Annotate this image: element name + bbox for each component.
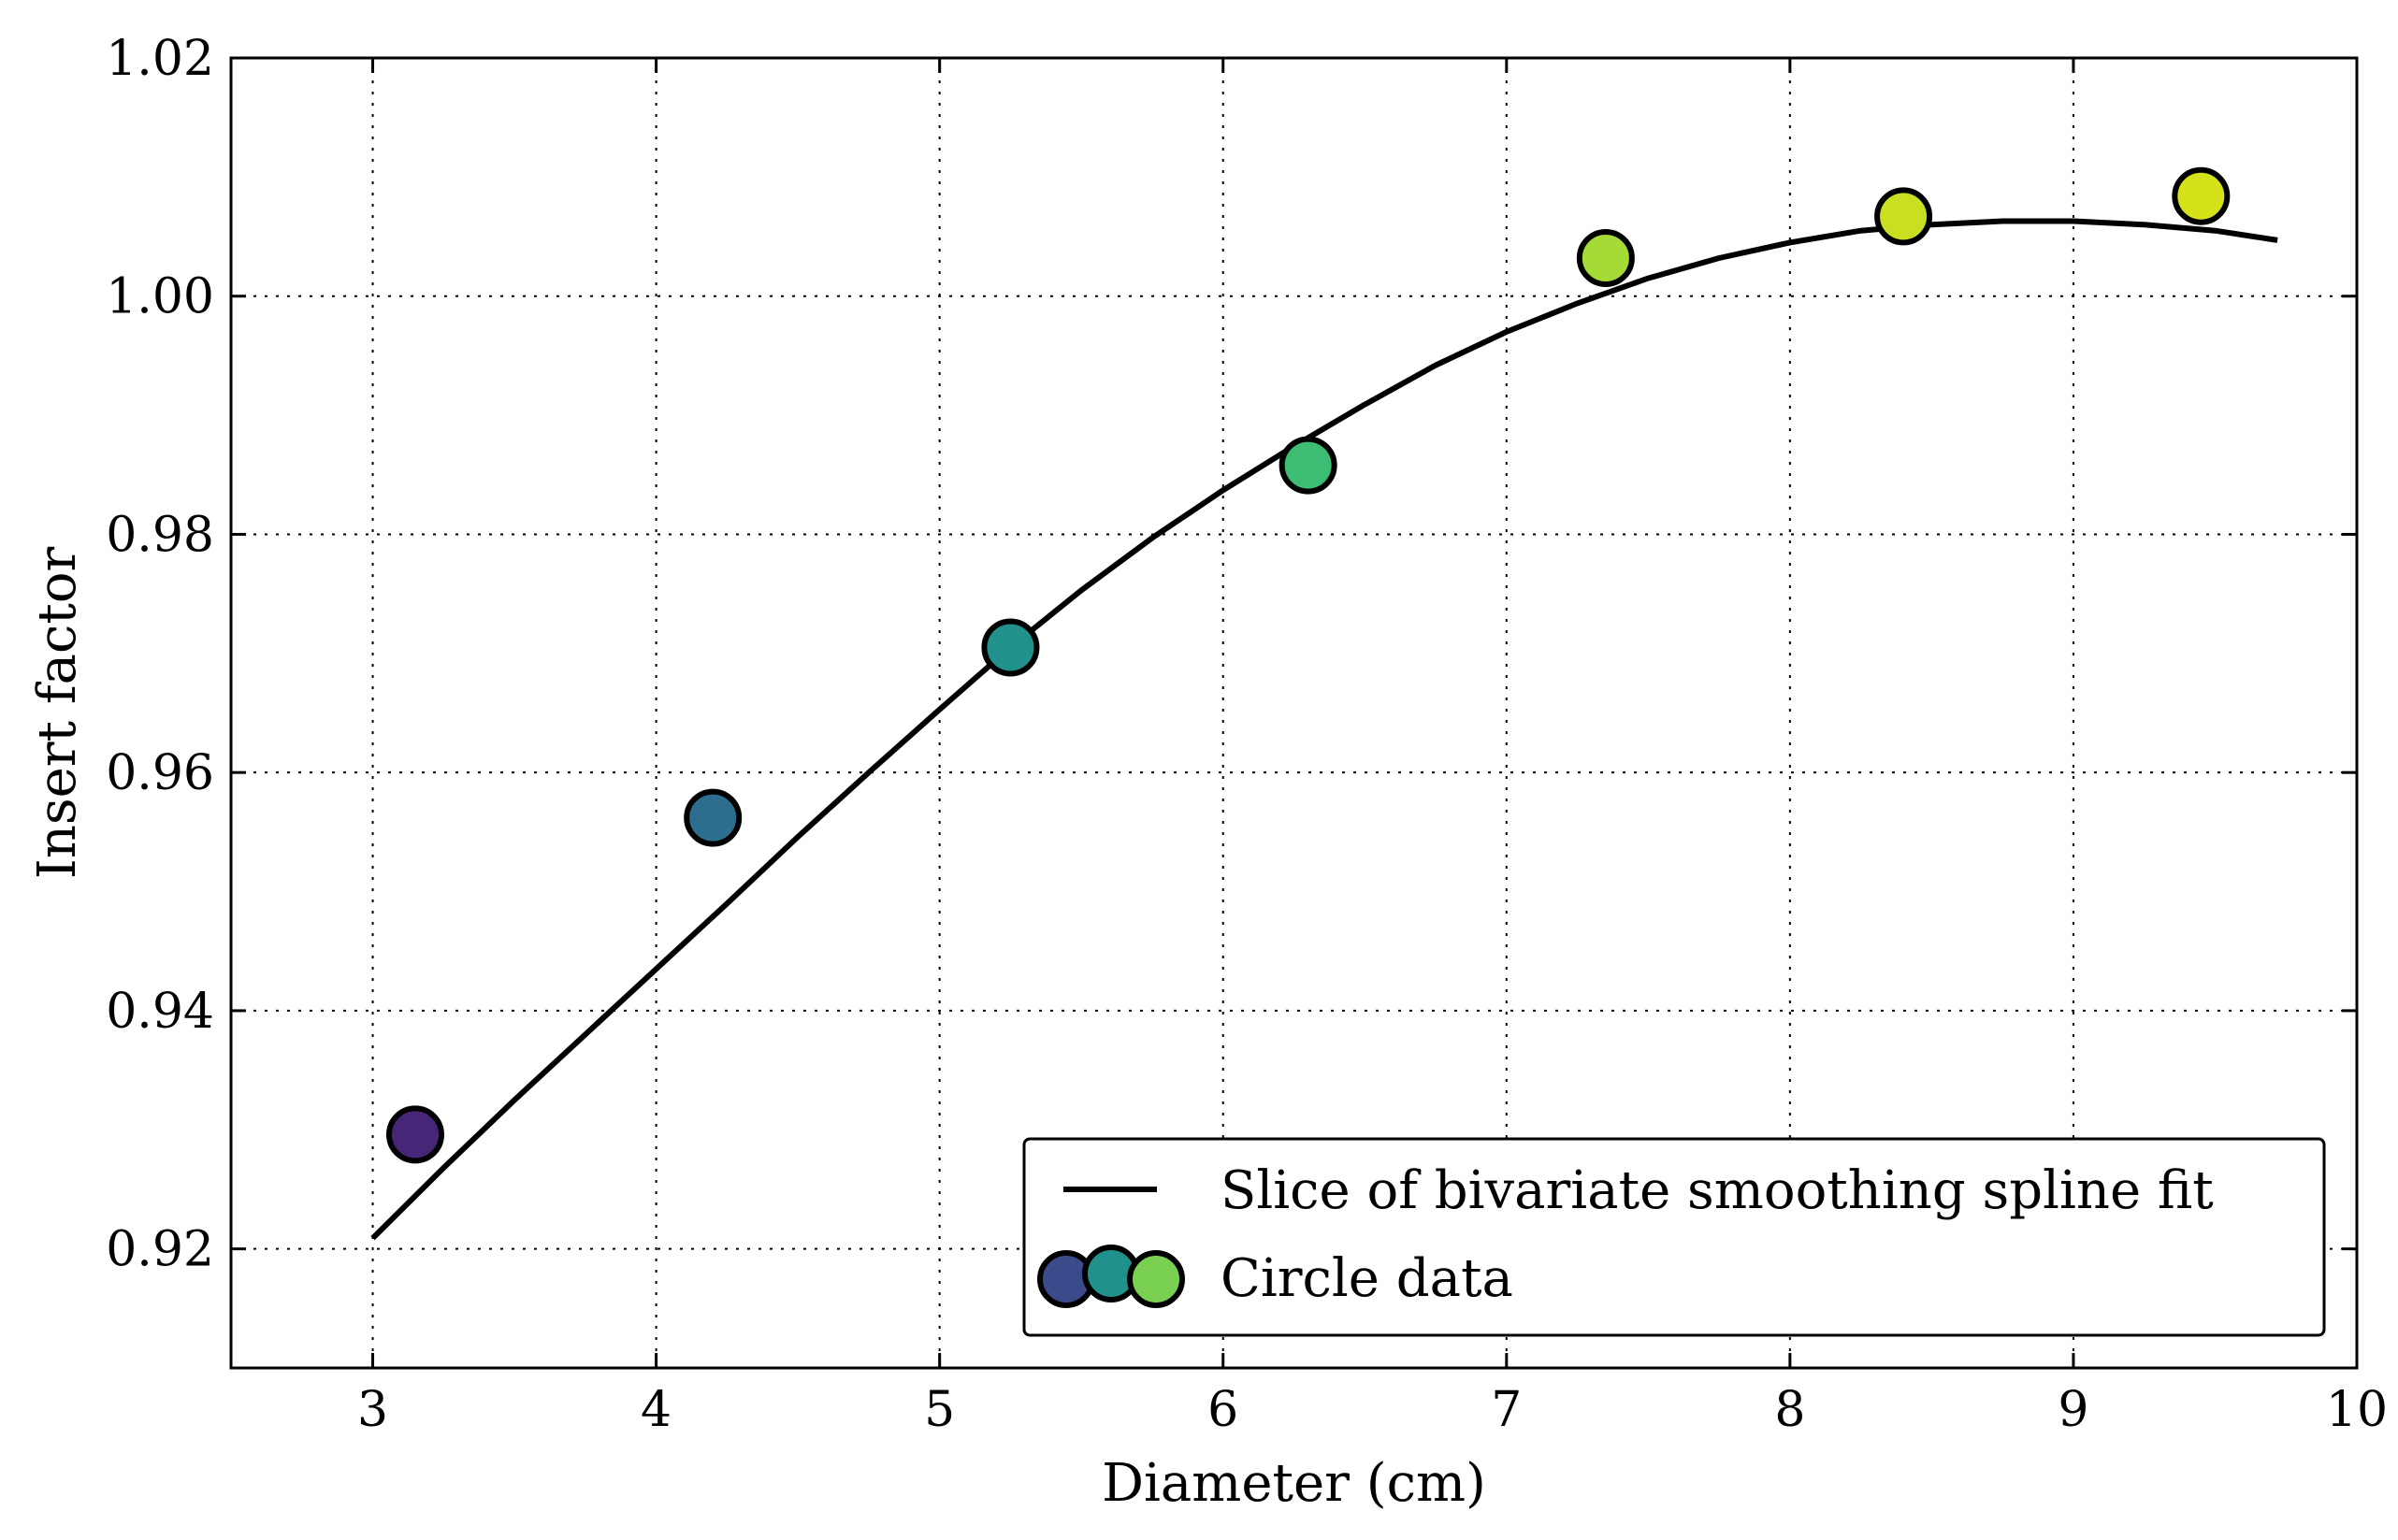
data-point xyxy=(981,618,1040,677)
y-tick-labels: 0.92 0.94 0.96 0.98 1.00 1.02 xyxy=(106,31,214,1278)
legend-marker xyxy=(1127,1250,1185,1308)
x-tick-label: 3 xyxy=(357,1382,388,1438)
data-point xyxy=(1576,228,1635,287)
x-tick-label: 9 xyxy=(2058,1382,2088,1438)
legend: Slice of bivariate smoothing spline fit … xyxy=(1022,1137,2326,1337)
y-tick-label: 1.00 xyxy=(106,269,214,325)
spline-fit-line xyxy=(370,218,2278,1241)
x-tick-label: 4 xyxy=(641,1382,672,1438)
data-point xyxy=(1278,436,1337,495)
legend-entry-spline: Slice of bivariate smoothing spline fit xyxy=(1221,1160,2214,1221)
y-tick-label: 0.96 xyxy=(106,745,214,801)
x-tick-label: 6 xyxy=(1207,1382,1238,1438)
y-axis-label: Insert factor xyxy=(27,546,88,879)
y-tick-label: 0.98 xyxy=(106,507,214,563)
data-point xyxy=(2172,166,2231,225)
y-tick-label: 0.94 xyxy=(106,984,214,1040)
plot-frame xyxy=(229,56,2359,1370)
x-tick-label: 8 xyxy=(1774,1382,1805,1438)
x-axis-label: Diameter (cm) xyxy=(1102,1453,1486,1514)
plot-content xyxy=(370,166,2278,1241)
data-point xyxy=(385,1105,444,1164)
data-point xyxy=(1874,187,1933,246)
circle-data-points xyxy=(385,166,2231,1164)
y-tick-label: 0.92 xyxy=(106,1222,214,1278)
legend-circle-markers xyxy=(1037,1245,1185,1308)
x-tick-label: 7 xyxy=(1491,1382,1522,1438)
legend-box xyxy=(1022,1137,2326,1337)
x-tick-label: 10 xyxy=(2326,1382,2388,1438)
x-tick-label: 5 xyxy=(924,1382,955,1438)
data-point xyxy=(684,788,743,847)
y-tick-label: 1.02 xyxy=(106,31,214,87)
legend-entry-circle-data: Circle data xyxy=(1221,1248,1513,1309)
x-tick-labels: 3 4 5 6 7 8 9 10 xyxy=(357,1382,2388,1438)
